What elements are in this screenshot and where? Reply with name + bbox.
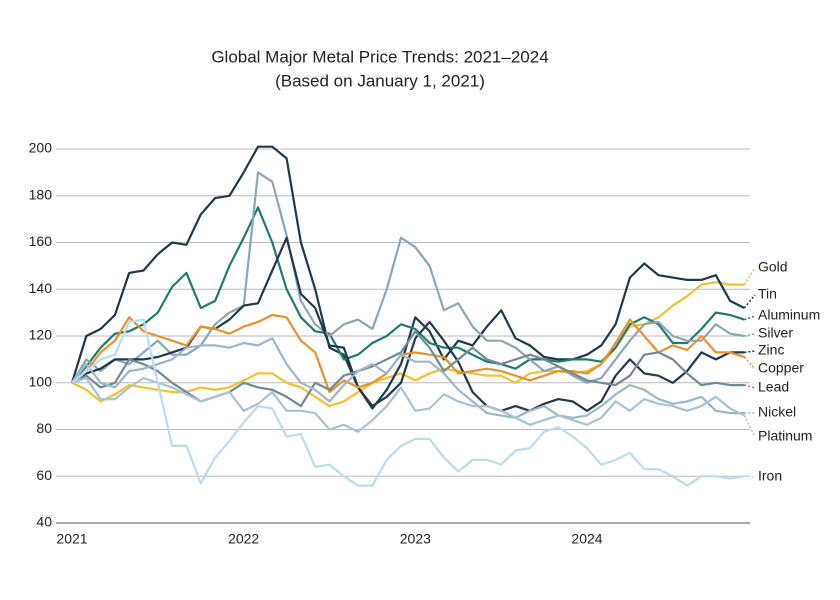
series-label: Aluminum (758, 307, 820, 323)
series-label: Tin (758, 286, 777, 302)
chart-subtitle: (Based on January 1, 2021) (275, 71, 485, 90)
series-line (71, 377, 745, 433)
series-line (71, 318, 745, 487)
series-label: Gold (758, 259, 788, 275)
series-label: Zinc (758, 342, 784, 358)
leader-line (744, 475, 756, 478)
x-tick-label: 2022 (228, 531, 259, 547)
y-tick-label: 160 (29, 233, 53, 249)
leader-line (743, 415, 756, 438)
y-tick-label: 140 (29, 280, 53, 296)
series-label: Lead (758, 379, 789, 395)
x-tick-label: 2021 (56, 531, 87, 547)
series-label: Copper (758, 360, 804, 376)
chart-title: Global Major Metal Price Trends: 2021–20… (211, 47, 548, 66)
leader-line (743, 356, 756, 370)
series-line (70, 145, 745, 410)
series-label: Nickel (758, 404, 796, 420)
leader-line (743, 267, 756, 285)
leader-line (744, 350, 756, 354)
series-line (71, 171, 745, 384)
y-tick-label: 120 (29, 327, 53, 343)
series-label: Platinum (758, 428, 812, 444)
leader-line (743, 294, 756, 309)
series-label: Silver (758, 325, 793, 341)
y-tick-label: 60 (36, 467, 52, 483)
series-label: Iron (758, 468, 782, 484)
y-tick-label: 100 (29, 373, 53, 389)
series-line (71, 313, 745, 394)
x-tick-label: 2024 (571, 531, 602, 547)
y-tick-label: 200 (29, 140, 53, 156)
leader-line (744, 315, 756, 321)
series-line (71, 337, 745, 419)
series-line (71, 330, 745, 408)
leader-line (744, 333, 756, 337)
x-tick-label: 2023 (400, 531, 431, 547)
leader-line (744, 384, 756, 389)
y-tick-label: 80 (36, 420, 52, 436)
y-tick-label: 40 (36, 514, 52, 530)
y-tick-label: 180 (29, 186, 53, 202)
